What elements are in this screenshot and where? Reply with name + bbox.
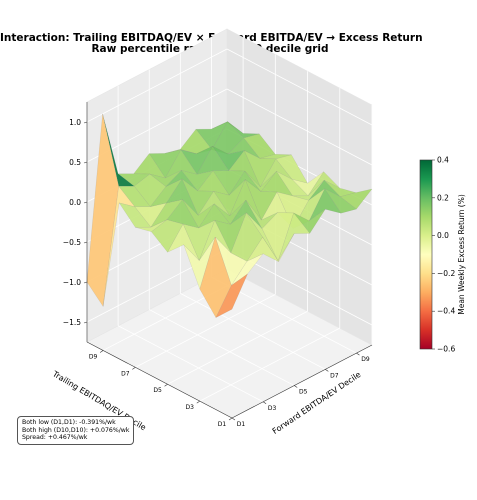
colorbar-tick-label: −0.2 (437, 269, 455, 278)
axis-ticks: −1.5 −1.0 −0.5 0.0 0.5 1.0 D1 D3 D5 D7 D9 D1 D3 D5 D7 D… (63, 102, 373, 428)
z-tick-label: −1.0 (63, 278, 81, 287)
floor-grid-y (135, 293, 276, 368)
floor-grid-x (117, 325, 264, 403)
z-tick (83, 201, 88, 204)
surface-cell (228, 150, 261, 188)
surface-cell (212, 145, 245, 171)
x-tick (294, 385, 298, 388)
y-tick-label: D3 (186, 404, 195, 411)
surface-cell (339, 188, 373, 210)
x-axis-line (231, 344, 373, 419)
surface-cell (117, 173, 151, 187)
surface-cell (215, 273, 248, 318)
floor-grid-x (180, 292, 326, 370)
x-tick (356, 352, 360, 356)
surface-cell (133, 153, 166, 179)
z-tick (83, 321, 88, 324)
colorbar-tick-label: 0.2 (437, 193, 449, 202)
annotation-line-3: Spread: +0.467%/wk (22, 434, 88, 442)
colorbar-tick-label: 0.4 (437, 156, 449, 165)
y-tick (196, 400, 200, 404)
x-tick-label: D9 (361, 356, 370, 363)
colorbar-label: Mean Weekly Excess Return (%) (457, 194, 466, 315)
surface-cell (277, 212, 311, 262)
annotation-line-2: Both high (D10,D10): +0.076%/wk (22, 426, 130, 434)
stats-annotation: Both low (D1,D1): -0.391%/wk Both high (… (17, 416, 135, 445)
x-tick-label: D3 (268, 405, 277, 412)
surface-cell (231, 253, 264, 286)
floor-grid-x (149, 309, 295, 386)
y-tick-label: D7 (121, 370, 130, 377)
surface-cell (229, 170, 262, 196)
z-tick (83, 241, 88, 244)
surface-cell (134, 202, 167, 228)
z-tick-label: 1.0 (69, 118, 81, 127)
y-tick-label: D5 (153, 387, 162, 394)
y-axis-line (86, 341, 233, 419)
surface-cell (293, 209, 326, 234)
colorbar: −0.6 −0.4 −0.2 0.0 0.2 0.4 Mean Weekly Excess … (419, 156, 466, 354)
y-tick (99, 350, 104, 353)
x-tick-label: D7 (330, 372, 339, 379)
annotation-line-1: Both low (D1,D1): -0.391%/wk (22, 419, 116, 426)
surface-cell (164, 149, 198, 179)
surface-cell (244, 179, 278, 221)
surface-cell (183, 236, 216, 290)
z-tick-label: −1.5 (63, 318, 81, 327)
z-tick-label: −0.5 (63, 238, 81, 247)
z-tick-label: 0.0 (69, 198, 81, 207)
surface-mesh (86, 113, 373, 318)
surface-cell (199, 236, 232, 318)
colorbar-tick-label: −0.4 (437, 307, 455, 316)
z-tick (83, 121, 88, 124)
colorbar-tick-label: 0.0 (437, 231, 449, 240)
surface-cell (102, 185, 136, 307)
x-tick-label: D5 (299, 389, 308, 396)
surface-cell (246, 236, 280, 263)
surface-cell (181, 170, 214, 192)
z-tick (83, 161, 88, 164)
wall-grid-z (86, 48, 228, 123)
surface-cell (197, 170, 230, 196)
z-tick (83, 281, 88, 284)
y-tick (228, 417, 233, 421)
y-tick-label: D9 (89, 353, 98, 360)
y-tick-label: D1 (218, 421, 227, 428)
surface-cell (182, 199, 215, 229)
x-tick (262, 401, 267, 405)
y-tick (132, 367, 136, 370)
floor-grid-y (199, 327, 340, 402)
x-tick (231, 417, 236, 421)
surface-cell (243, 150, 277, 188)
colorbar-gradient (419, 159, 433, 350)
wall-grid-z (226, 48, 373, 126)
z-tick-label: 0.5 (69, 158, 81, 167)
x-tick (325, 369, 329, 372)
y-tick (164, 383, 168, 387)
surface-cell (215, 236, 248, 286)
wall-grid-z (226, 88, 373, 166)
colorbar-tick-label: −0.6 (437, 345, 455, 354)
surface-cell (151, 219, 184, 253)
floor-grid-y (167, 310, 308, 385)
surface-cell (214, 212, 247, 254)
x-tick-label: D1 (237, 421, 246, 428)
